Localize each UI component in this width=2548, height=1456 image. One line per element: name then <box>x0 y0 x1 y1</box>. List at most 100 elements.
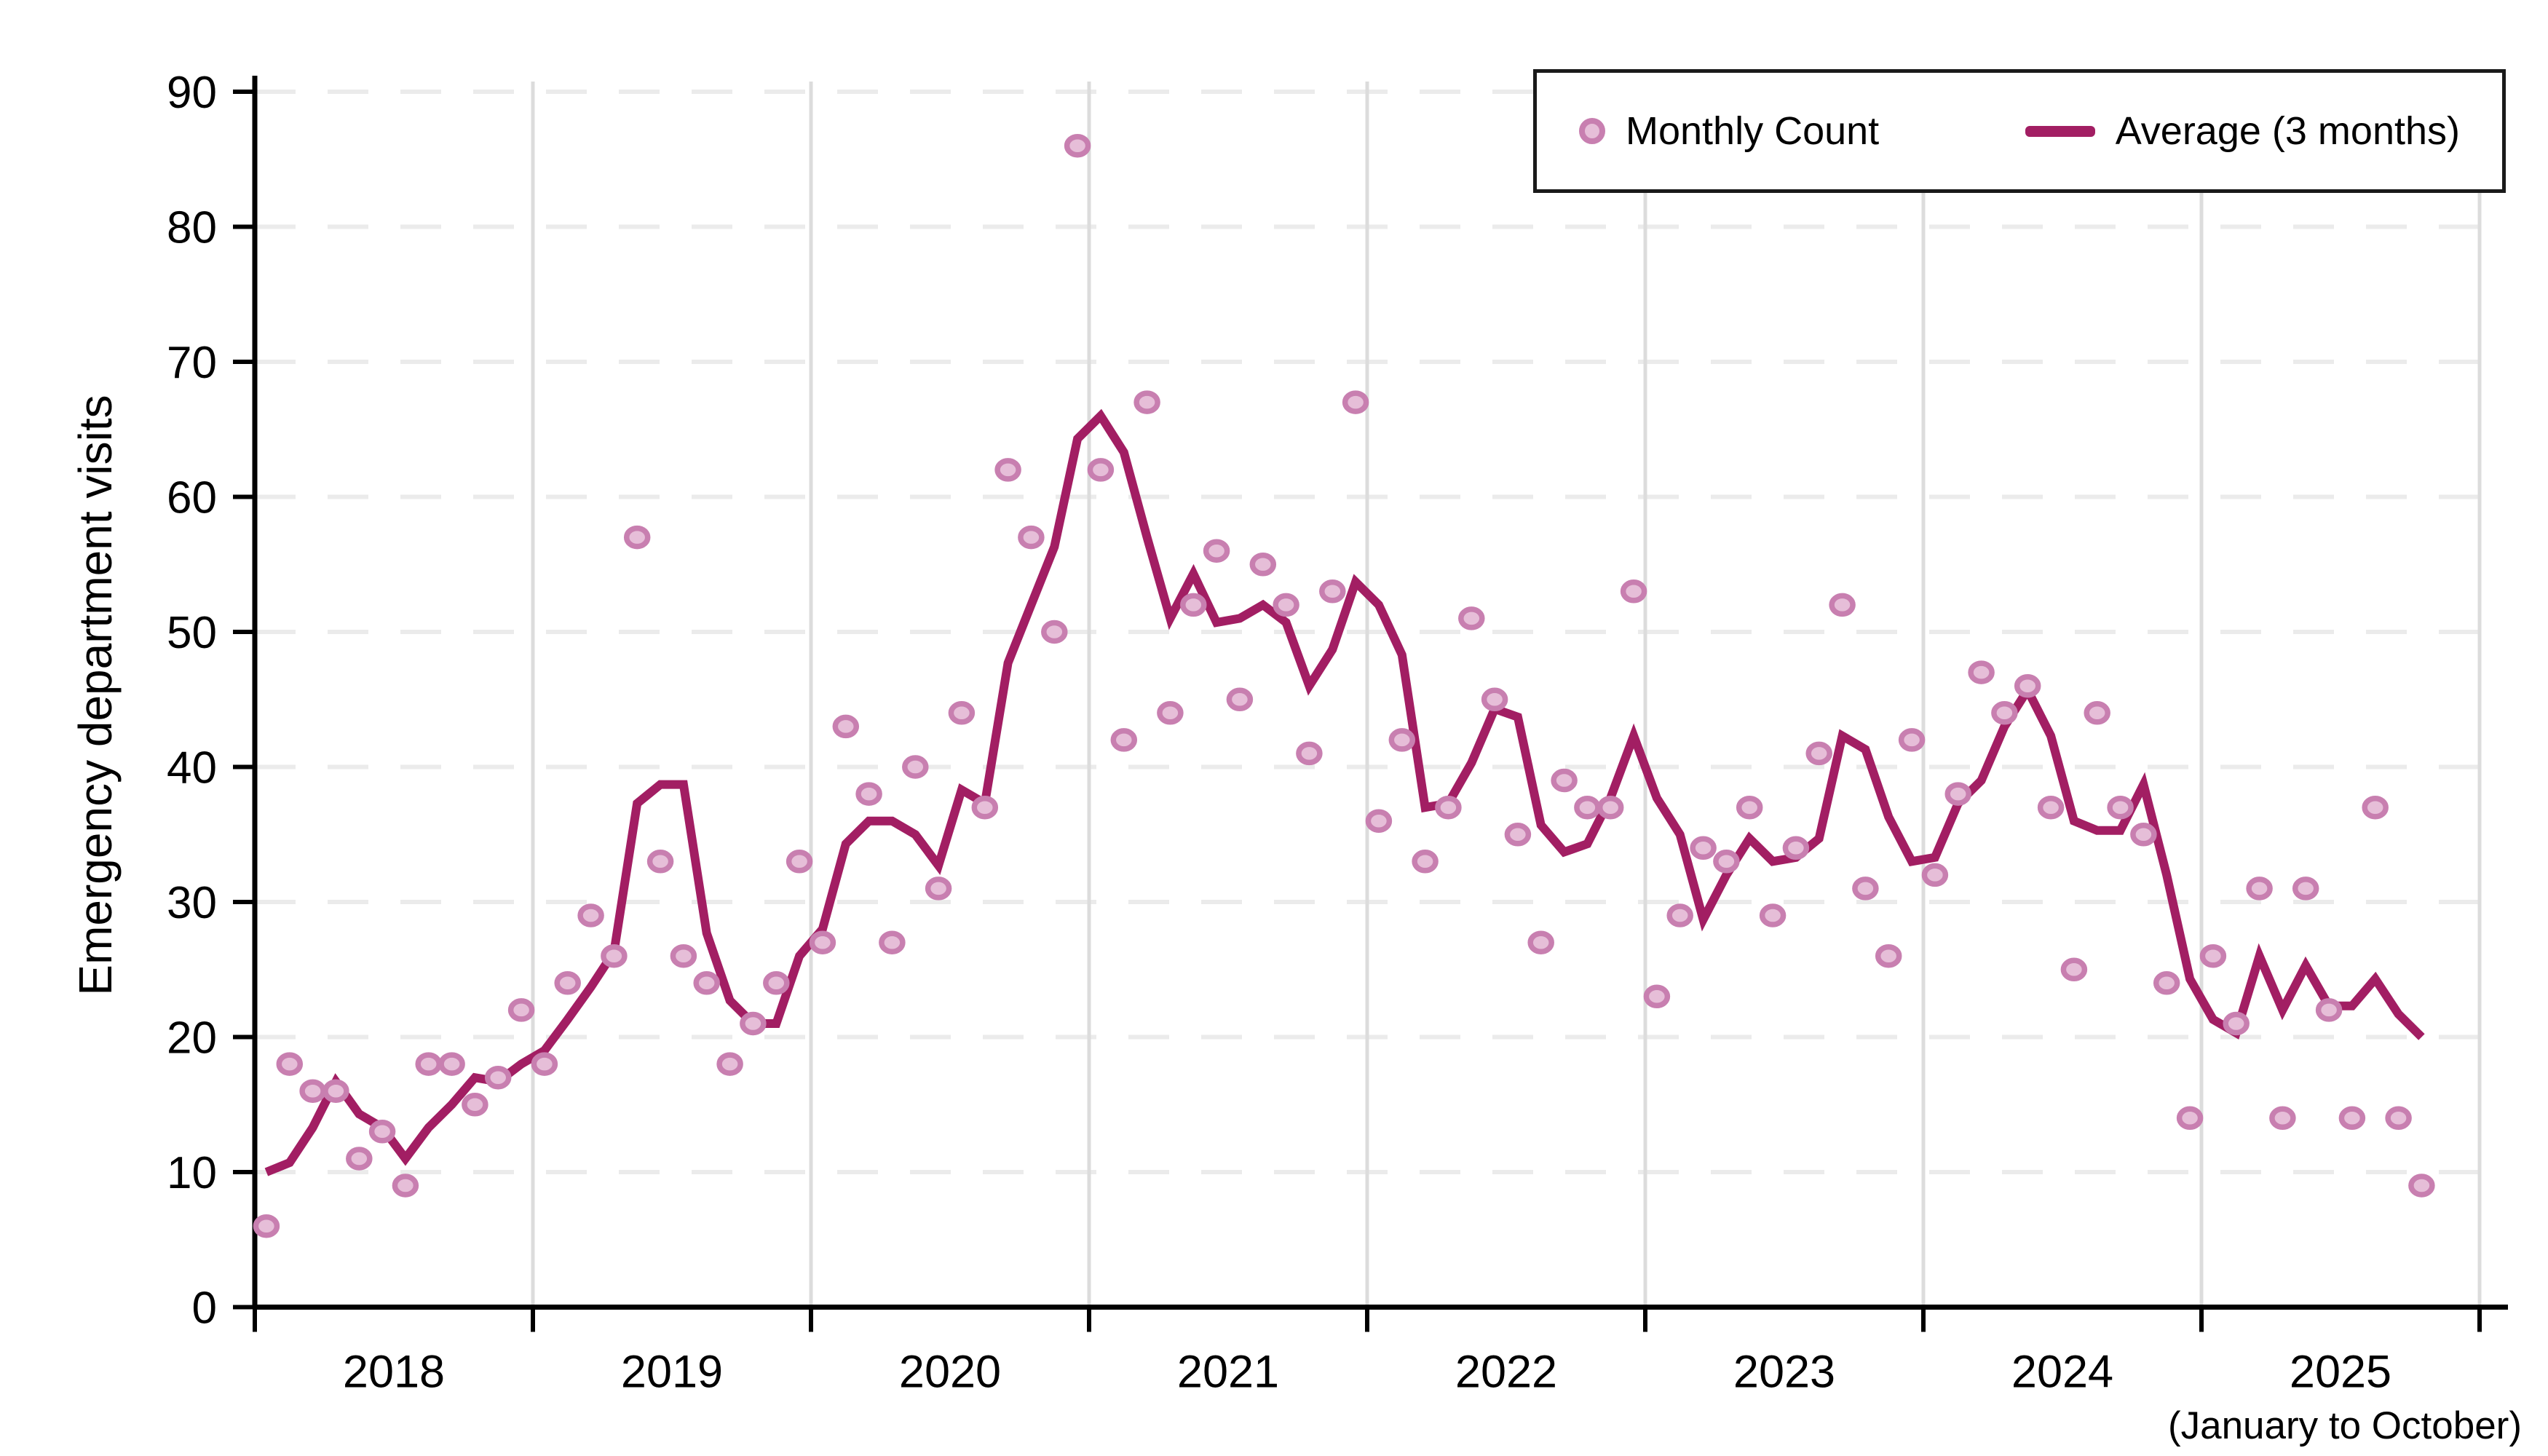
data-point <box>1249 553 1277 577</box>
monthly-count-dots <box>253 133 2435 1238</box>
data-point <box>1319 579 1346 604</box>
x-axis-note: (January to October) <box>2167 1404 2522 1447</box>
data-point <box>670 943 697 968</box>
data-point <box>1944 782 1971 806</box>
data-point <box>1898 728 1926 752</box>
data-point <box>368 1120 396 1144</box>
data-point <box>1064 133 1091 158</box>
data-point <box>1991 701 2018 725</box>
data-point <box>2176 1106 2204 1131</box>
data-point <box>716 1052 743 1076</box>
data-point <box>740 1011 767 1036</box>
data-point <box>1273 593 1299 617</box>
data-point <box>2292 877 2319 901</box>
y-tick-label: 40 <box>167 743 217 794</box>
data-point <box>601 943 628 968</box>
data-point <box>392 1174 419 1198</box>
x-year-label: 2024 <box>2011 1347 2113 1398</box>
y-tick-label: 90 <box>167 68 217 118</box>
data-point <box>2408 1174 2435 1198</box>
y-axis: 0 10 20 30 40 50 60 70 80 90 <box>167 68 258 1334</box>
data-point <box>971 795 999 820</box>
data-point <box>1504 823 1532 847</box>
data-point <box>2269 1106 2296 1131</box>
average-line <box>264 408 2425 1176</box>
data-point <box>1968 660 1995 684</box>
data-point <box>415 1052 442 1076</box>
legend-label-average: Average (3 months) <box>2115 109 2460 153</box>
data-point <box>1365 809 1393 833</box>
data-point <box>438 1052 465 1076</box>
data-point <box>994 458 1021 482</box>
y-axis-title: Emergency department visits <box>69 395 122 996</box>
data-point <box>2315 998 2343 1022</box>
data-point <box>1875 943 1902 968</box>
data-point <box>462 1093 488 1117</box>
data-point <box>323 1079 349 1103</box>
data-point <box>1805 741 1832 766</box>
x-year-label: 2025 <box>2290 1347 2391 1398</box>
data-point <box>299 1079 326 1103</box>
data-point <box>2246 877 2273 901</box>
data-point <box>1087 458 1115 482</box>
x-year-label: 2023 <box>1733 1347 1835 1398</box>
legend-item-monthly-count: Monthly Count <box>1579 108 1879 154</box>
data-point <box>507 998 535 1022</box>
data-point <box>1226 687 1254 712</box>
legend-label-monthly-count: Monthly Count <box>1626 109 1880 153</box>
x-year-label: 2018 <box>343 1347 445 1398</box>
data-point <box>1435 795 1462 820</box>
data-point <box>1666 903 1693 927</box>
data-point <box>1620 579 1647 604</box>
data-point <box>1481 687 1508 712</box>
data-point <box>2362 795 2389 820</box>
data-point <box>577 903 604 927</box>
data-point <box>1527 930 1554 954</box>
data-point <box>1180 593 1207 617</box>
y-tick-label: 20 <box>167 1013 217 1064</box>
y-tick-label: 0 <box>192 1283 217 1334</box>
data-point <box>1458 606 1485 630</box>
data-point <box>2084 701 2110 725</box>
data-point <box>1110 728 1138 752</box>
x-gridlines <box>531 82 2482 1307</box>
data-point <box>484 1065 512 1090</box>
data-point <box>925 877 952 901</box>
data-point <box>1388 728 1416 752</box>
data-point <box>554 971 581 995</box>
legend-item-average: Average (3 months) <box>2025 108 2460 154</box>
data-point <box>832 714 860 739</box>
data-point <box>1852 877 1879 901</box>
data-point <box>253 1214 280 1238</box>
data-point <box>1412 850 1439 874</box>
data-point <box>1551 768 1578 793</box>
data-point <box>1782 836 1810 860</box>
data-point <box>1829 593 1856 617</box>
y-tick-label: 30 <box>167 878 217 928</box>
data-point <box>1203 539 1230 563</box>
data-point <box>2153 971 2180 995</box>
data-point <box>623 525 651 550</box>
data-point <box>2385 1106 2412 1131</box>
data-point <box>1759 903 1787 927</box>
x-year-label: 2019 <box>621 1347 723 1398</box>
data-point <box>1342 390 1369 414</box>
data-point <box>879 930 906 954</box>
data-point <box>902 755 929 779</box>
data-point <box>809 930 836 954</box>
data-point <box>948 701 976 725</box>
data-point <box>1157 701 1184 725</box>
data-point <box>2199 943 2227 968</box>
y-gridlines <box>255 90 2508 1174</box>
data-point <box>763 971 790 995</box>
data-point <box>1690 836 1717 860</box>
scatter-marker-icon <box>1579 118 1605 144</box>
data-point <box>1133 390 1160 414</box>
data-point <box>1713 850 1740 874</box>
data-point <box>1041 620 1068 644</box>
data-point <box>346 1147 373 1171</box>
data-point <box>2037 795 2065 820</box>
x-year-label: 2021 <box>1177 1347 1279 1398</box>
y-tick-label: 50 <box>167 608 217 658</box>
